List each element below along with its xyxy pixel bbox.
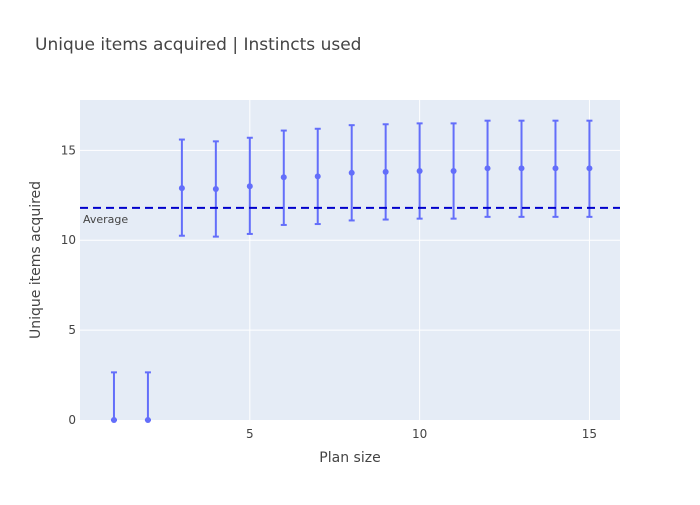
data-point xyxy=(416,168,423,175)
y-tick-label: 5 xyxy=(68,323,76,337)
y-tick-label: 10 xyxy=(61,233,76,247)
axis-ticks: 5 10 15 0 5 10 15 xyxy=(61,143,597,441)
y-axis-title: Unique items acquired xyxy=(28,181,44,339)
data-point xyxy=(450,168,457,175)
data-point xyxy=(246,183,253,190)
x-tick-label: 5 xyxy=(246,427,254,441)
data-point xyxy=(144,417,151,423)
y-tick-label: 0 xyxy=(68,413,76,427)
data-point xyxy=(484,165,491,172)
data-point xyxy=(212,185,219,192)
data-point xyxy=(382,168,389,175)
data-point xyxy=(178,185,185,192)
data-point xyxy=(586,165,593,172)
x-axis-title: Plan size xyxy=(319,450,380,466)
data-point xyxy=(552,165,559,172)
x-tick-label: 15 xyxy=(582,427,597,441)
data-point xyxy=(348,169,355,176)
data-point xyxy=(110,417,117,423)
data-point xyxy=(518,165,525,172)
data-points xyxy=(110,165,593,423)
data-point xyxy=(314,173,321,180)
plot-area xyxy=(80,100,620,420)
data-point xyxy=(280,174,287,181)
x-tick-label: 10 xyxy=(412,427,427,441)
chart-title: Unique items acquired | Instincts used xyxy=(35,35,361,55)
average-label: Average xyxy=(83,213,128,226)
reference-line-group: Average xyxy=(80,206,620,226)
y-tick-label: 15 xyxy=(61,143,76,157)
